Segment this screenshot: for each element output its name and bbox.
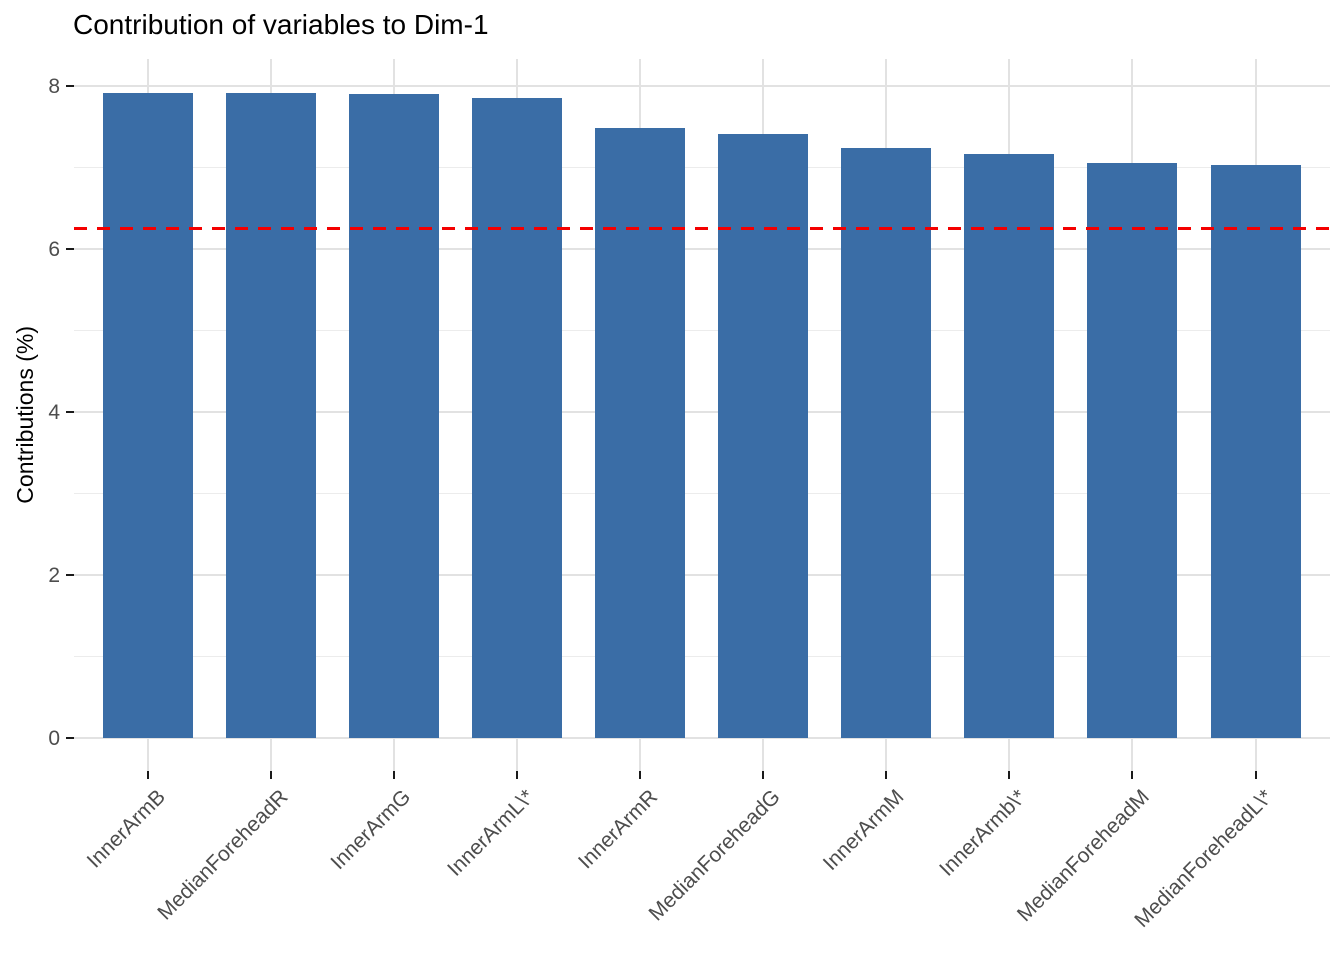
gridline-horizontal-minor [74,493,1330,494]
gridline-horizontal-minor [74,167,1330,168]
bar [595,128,686,738]
x-axis-tick [639,771,642,779]
bar [226,93,317,738]
gridline-horizontal-minor [74,656,1330,657]
x-axis-tick-label: InnerArmb\* [935,785,1031,881]
y-axis-tick [66,411,74,413]
bar [1210,165,1301,738]
x-axis-tick-label: InnerArmR [573,785,662,874]
x-axis-tick [1254,771,1257,779]
x-axis-tick [393,771,396,779]
gridline-horizontal-major [74,737,1330,739]
y-axis-tick-label: 6 [48,238,60,261]
bar [841,147,932,738]
x-axis-tick-label: InnerArmL\* [443,785,539,881]
x-axis-tick [762,771,765,779]
bar [1087,163,1178,738]
chart-title: Contribution of variables to Dim-1 [73,9,489,40]
x-axis-tick-label: MedianForeheadG [644,785,785,926]
gridline-horizontal-major [74,85,1330,87]
x-axis-tick [270,771,273,779]
y-axis-tick [66,574,74,576]
y-axis-tick-label: 4 [48,401,60,424]
gridline-horizontal-minor [74,330,1330,331]
x-axis-tick-label: InnerArmG [326,785,416,875]
bar [718,134,809,738]
y-axis-tick [66,85,74,87]
x-axis-tick-label: MedianForeheadR [153,785,293,925]
gridline-horizontal-major [74,411,1330,413]
x-axis-tick [1131,771,1134,779]
gridline-horizontal-major [74,574,1330,576]
y-axis-tick-label: 2 [48,564,60,587]
x-axis-tick-label: MedianForeheadM [1013,785,1155,927]
y-axis-tick [66,248,74,250]
x-axis-tick [516,771,519,779]
bar [472,98,563,738]
gridline-horizontal-major [74,248,1330,250]
x-axis-tick-label: InnerArmM [818,785,908,875]
x-axis-tick [885,771,888,779]
bar [964,153,1055,738]
reference-line [74,227,1330,231]
x-axis-tick [1008,771,1011,779]
y-axis-tick [66,737,74,739]
bar [103,92,193,738]
x-axis-tick [147,771,149,779]
y-axis-tick-label: 0 [48,727,60,750]
y-axis-tick-label: 8 [48,75,60,98]
bar [349,94,440,738]
x-axis-tick-label: InnerArmB [82,785,170,873]
x-axis-tick-label: MedianForeheadL\* [1130,785,1278,932]
